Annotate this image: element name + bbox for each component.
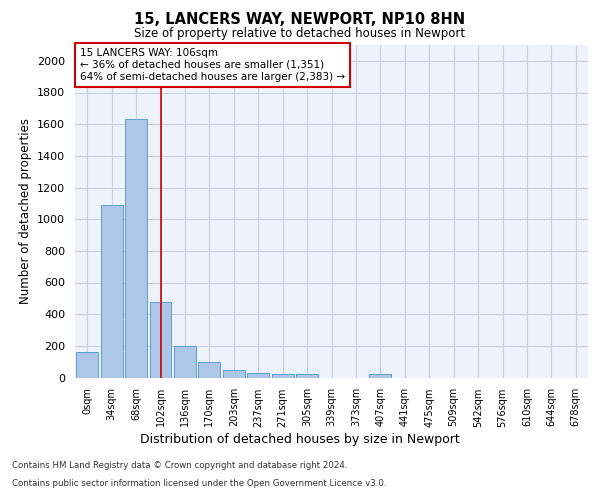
Bar [199,362,220,378]
Bar [370,374,391,378]
Bar [223,370,245,378]
Bar [101,205,122,378]
Y-axis label: Number of detached properties: Number of detached properties [19,118,32,304]
Bar [149,302,172,378]
Text: Contains public sector information licensed under the Open Government Licence v3: Contains public sector information licen… [12,478,386,488]
Bar [296,374,318,378]
Bar [174,346,196,378]
Bar [76,352,98,378]
Text: 15, LANCERS WAY, NEWPORT, NP10 8HN: 15, LANCERS WAY, NEWPORT, NP10 8HN [134,12,466,28]
Text: Contains HM Land Registry data © Crown copyright and database right 2024.: Contains HM Land Registry data © Crown c… [12,461,347,470]
Bar [247,373,269,378]
Text: 15 LANCERS WAY: 106sqm
← 36% of detached houses are smaller (1,351)
64% of semi-: 15 LANCERS WAY: 106sqm ← 36% of detached… [80,48,345,82]
Bar [125,120,147,378]
Text: Size of property relative to detached houses in Newport: Size of property relative to detached ho… [134,28,466,40]
Bar [272,374,293,378]
Text: Distribution of detached houses by size in Newport: Distribution of detached houses by size … [140,432,460,446]
